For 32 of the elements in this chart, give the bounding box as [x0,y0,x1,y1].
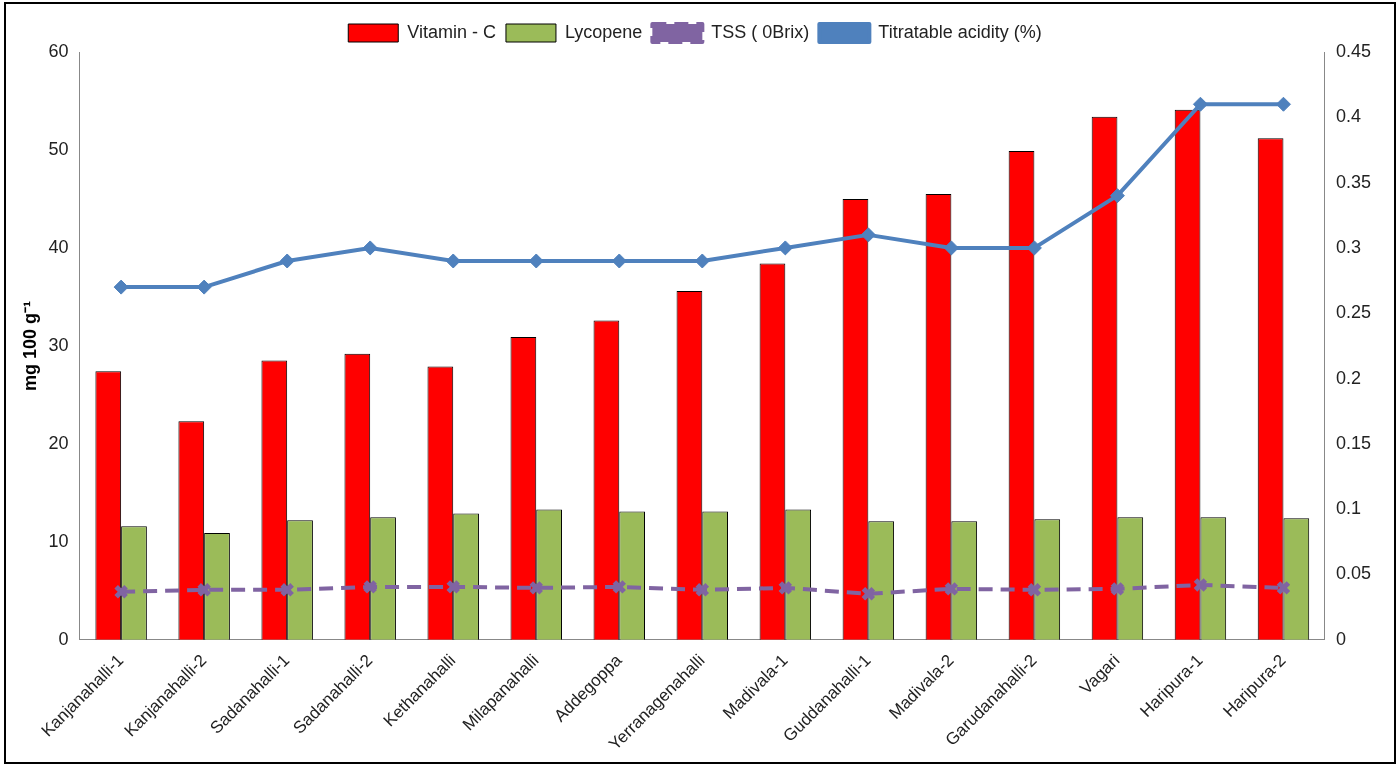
y-tick-label: 30 [48,334,69,355]
y2-tick-label: 0.4 [1335,106,1361,127]
y-tick-label: 0 [58,628,69,649]
point [445,253,461,269]
y2-tick-label: 0.35 [1335,171,1372,192]
y2-tick-label: 0.2 [1335,367,1361,388]
y-tick-label: 60 [48,40,69,61]
point [943,240,959,256]
y-tick-label: 40 [48,236,69,257]
legend-label: Titratable acidity (%) [878,21,1042,42]
point [362,240,378,256]
point [1109,188,1125,204]
y2-tick-label: 0.45 [1335,40,1372,61]
y2-tick-label: 0.1 [1335,498,1361,519]
y2-tick-label: 0.05 [1335,563,1372,584]
point [860,227,876,243]
y-tick-label: 50 [48,138,69,159]
y2-tick-label: 0 [1335,628,1346,649]
point [1192,96,1208,112]
y2-tick-label: 0.15 [1335,432,1372,453]
legend-label: Lycopene [564,21,643,42]
legend-label: TSS ( 0Brix) [711,21,810,42]
y-axis-title: mg 100 g⁻¹ [19,300,40,391]
point [777,240,793,256]
point [113,279,129,295]
y-tick-label: 20 [48,432,69,453]
point [1275,96,1291,112]
y2-tick-label: 0.25 [1335,302,1372,323]
legend-label: Vitamin - C [407,21,496,42]
y2-tick-label: 0.3 [1335,236,1361,257]
point [279,253,295,269]
y-tick-label: 10 [48,530,69,551]
